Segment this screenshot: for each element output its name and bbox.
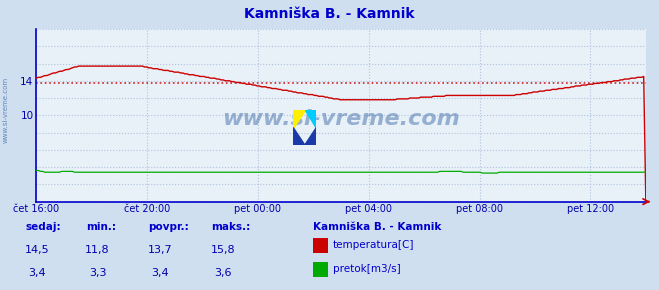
Text: www.si-vreme.com: www.si-vreme.com [2, 77, 9, 143]
Text: 3,4: 3,4 [28, 268, 45, 278]
Text: 3,4: 3,4 [152, 268, 169, 278]
Text: 3,6: 3,6 [214, 268, 231, 278]
Polygon shape [293, 110, 304, 128]
Text: www.si-vreme.com: www.si-vreme.com [222, 109, 460, 129]
Text: sedaj:: sedaj: [25, 222, 61, 232]
Text: Kamniška B. - Kamnik: Kamniška B. - Kamnik [244, 7, 415, 21]
Text: povpr.:: povpr.: [148, 222, 189, 232]
Text: 14,5: 14,5 [24, 245, 49, 255]
Polygon shape [304, 110, 316, 128]
Text: 11,8: 11,8 [85, 245, 110, 255]
Polygon shape [293, 128, 316, 145]
Text: 15,8: 15,8 [210, 245, 235, 255]
Text: 3,3: 3,3 [89, 268, 106, 278]
Text: maks.:: maks.: [211, 222, 250, 232]
Text: temperatura[C]: temperatura[C] [333, 240, 415, 250]
Text: 13,7: 13,7 [148, 245, 173, 255]
Text: pretok[m3/s]: pretok[m3/s] [333, 264, 401, 274]
Text: min.:: min.: [86, 222, 116, 232]
Text: Kamniška B. - Kamnik: Kamniška B. - Kamnik [313, 222, 442, 232]
